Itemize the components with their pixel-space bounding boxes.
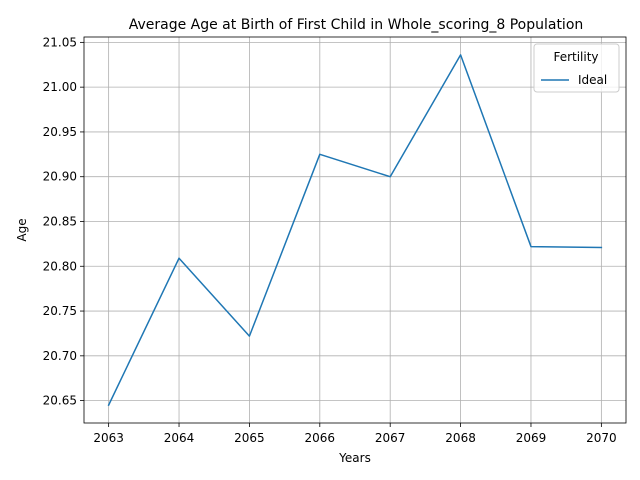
x-tick-label: 2065 xyxy=(234,431,265,445)
series-layer xyxy=(107,54,603,407)
plot-area-frame xyxy=(83,36,627,424)
y-tick-label: 20.75 xyxy=(43,304,77,318)
x-tick-label: 2063 xyxy=(93,431,124,445)
y-tick-label: 21.05 xyxy=(43,35,77,49)
x-tick-label: 2066 xyxy=(305,431,336,445)
y-tick-label: 20.80 xyxy=(43,259,77,273)
y-tick-label: 20.85 xyxy=(43,214,77,228)
x-tick-label: 2068 xyxy=(445,431,476,445)
y-tick-label: 21.00 xyxy=(43,80,77,94)
legend-title: Fertility xyxy=(553,50,598,64)
x-tick-label: 2069 xyxy=(516,431,547,445)
y-tick-label: 20.90 xyxy=(43,170,77,184)
x-tick-label: 2064 xyxy=(164,431,195,445)
y-tick-label: 20.70 xyxy=(43,349,77,363)
y-axis-ticks: 20.65 20.70 20.75 20.80 20.85 20.90 20.95 21.00… xyxy=(43,35,84,408)
x-tick-label: 2067 xyxy=(375,431,406,445)
legend: Fertility Ideal xyxy=(533,43,620,93)
chart-title: Average Age at Birth of First Child in W… xyxy=(129,17,584,33)
x-axis-ticks: 2063 2064 2065 2066 2067 2068 2069 2070 xyxy=(93,423,617,445)
y-tick-label: 20.95 xyxy=(43,125,77,139)
y-tick-label: 20.65 xyxy=(43,394,77,408)
y-axis-label: Age xyxy=(15,218,29,241)
series-line-ideal xyxy=(107,54,603,407)
legend-label-ideal: Ideal xyxy=(578,73,607,87)
x-tick-label: 2070 xyxy=(586,431,617,445)
grid xyxy=(84,37,626,423)
x-axis-label: Years xyxy=(338,451,371,465)
